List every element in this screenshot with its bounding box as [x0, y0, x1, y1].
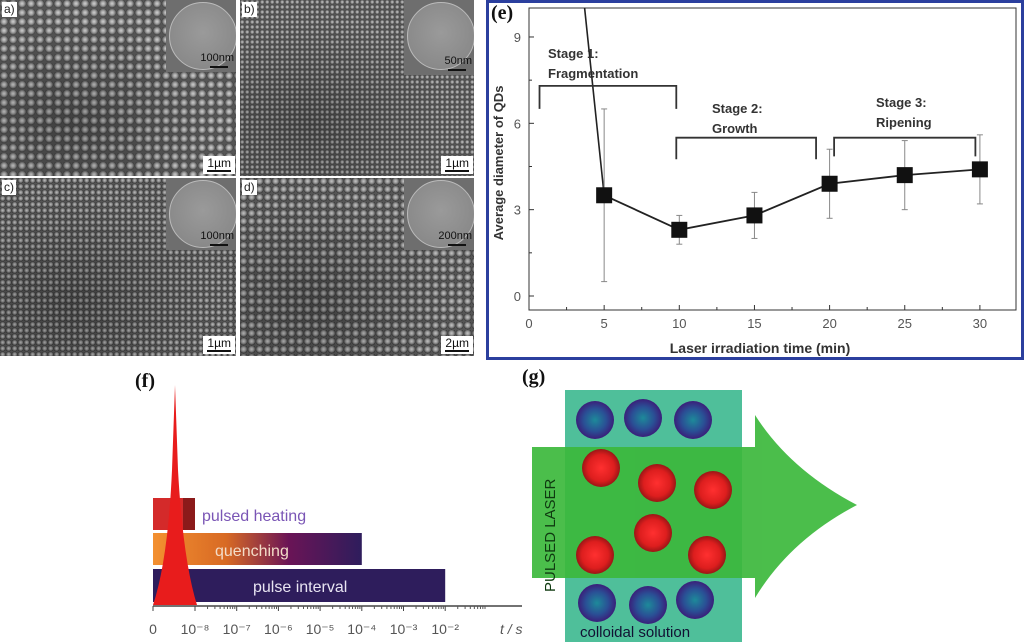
stage-label: Growth	[712, 121, 758, 136]
panel-tag: a)	[2, 2, 17, 17]
x-tick-label: 10⁻⁷	[223, 621, 251, 637]
x-axis-title: Laser irradiation time (min)	[670, 340, 850, 356]
nanoparticle-before	[629, 586, 667, 624]
x-axis-title: t / s	[500, 621, 523, 637]
sem-image-b: b) 50nm 1µm	[240, 0, 474, 176]
laser-schematic: PULSED LASER colloidal solution	[532, 390, 857, 642]
pulsed-laser-label: PULSED LASER	[542, 478, 559, 592]
stage-label: Fragmentation	[548, 66, 638, 81]
y-tick-label: 3	[514, 203, 521, 218]
data-point	[746, 207, 763, 224]
panel-tag: d)	[242, 180, 257, 195]
inset-image: 100nm	[166, 178, 236, 250]
x-tick-label: 10⁻⁶	[264, 621, 293, 637]
diameter-chart: 0 5 10 15 20 25 30 0 3 6 9 Laser irradiation time (…	[491, 7, 1017, 356]
x-tick-label: 10⁻⁴	[347, 621, 376, 637]
panel-label-e: (e)	[491, 2, 514, 24]
nanoparticle-before	[578, 584, 616, 622]
sem-image-d: d) 200nm 2µm	[240, 178, 474, 356]
stage-label: Stage 1:	[548, 46, 599, 61]
data-point	[671, 221, 688, 238]
inset-image: 100nm	[166, 0, 236, 72]
data-point	[896, 167, 913, 184]
scale-label: 2µm	[445, 336, 469, 350]
bar-quenching	[153, 533, 362, 565]
x-tick-label: 10⁻³	[390, 621, 418, 637]
scale-label: 1µm	[445, 156, 469, 170]
panel-label-f: (f)	[135, 370, 155, 392]
x-tick-label: 20	[822, 316, 836, 331]
x-tick-label: 0	[149, 621, 157, 637]
stage-label: Stage 2:	[712, 101, 763, 116]
scale-bar: 1µm	[203, 156, 235, 174]
x-tick-label: 10⁻²	[431, 621, 459, 637]
stage-bracket	[538, 85, 678, 109]
x-tick-label: 25	[898, 316, 912, 331]
bar-label: quenching	[215, 543, 289, 560]
inset-scale-label: 100nm	[200, 230, 234, 242]
panel-label-g: (g)	[522, 366, 546, 388]
y-axis-title: Average diameter of QDs	[491, 86, 506, 241]
x-tick-label: 10	[672, 316, 686, 331]
stage-bracket	[833, 136, 977, 157]
timescale-chart: pulsed heating quenching pulse interval 0 10…	[149, 385, 523, 637]
inset-scale-label: 200nm	[438, 230, 472, 242]
chart-panel-e	[486, 0, 1024, 360]
data-point	[971, 161, 988, 178]
y-tick-label: 6	[514, 116, 521, 131]
y-tick-label: 0	[514, 289, 521, 304]
stage-bracket	[675, 136, 817, 160]
plot-frame	[528, 7, 1017, 311]
scale-bar: 1µm	[441, 156, 473, 174]
bar-pulse-interval	[153, 569, 446, 602]
scale-bar: 2µm	[441, 336, 473, 354]
bar-label: pulsed heating	[202, 508, 306, 525]
x-tick-label: 30	[973, 316, 987, 331]
x-tick-label: 10⁻⁸	[181, 621, 210, 637]
inset-image: 50nm	[404, 0, 474, 75]
scale-bar: 1µm	[203, 336, 235, 354]
data-point	[821, 175, 838, 192]
series-line	[603, 168, 980, 231]
colloidal-solution-label: colloidal solution	[580, 624, 690, 641]
panel-tag: b)	[242, 2, 257, 17]
panel-tag: c)	[2, 180, 16, 195]
nanoparticle-before	[576, 401, 614, 439]
nanoparticle-irradiated	[576, 536, 614, 574]
nanoparticle-irradiated	[638, 464, 676, 502]
bar-shade	[183, 498, 195, 530]
y-tick-label: 9	[514, 30, 521, 45]
x-tick-label: 5	[601, 316, 608, 331]
nanoparticle-irradiated	[688, 536, 726, 574]
sem-image-c: c) 100nm 1µm	[0, 178, 236, 356]
scale-label: 1µm	[207, 336, 231, 350]
lead-in-line	[583, 7, 605, 196]
x-tick-label: 0	[525, 316, 532, 331]
nanoparticle-before	[624, 399, 662, 437]
nanoparticle-before	[674, 401, 712, 439]
scale-label: 1µm	[207, 156, 231, 170]
x-tick-label: 15	[747, 316, 761, 331]
x-tick-label: 10⁻⁵	[306, 621, 335, 637]
data-point	[596, 187, 613, 204]
inset-image: 200nm	[404, 178, 474, 250]
nanoparticle-before	[676, 581, 714, 619]
sem-image-a: a) 100nm 1µm	[0, 0, 236, 176]
nanoparticle-irradiated	[694, 471, 732, 509]
stage-label: Stage 3:	[876, 95, 927, 110]
inset-scale-label: 50nm	[444, 55, 472, 67]
inset-scale-label: 100nm	[200, 52, 234, 64]
nanoparticle-irradiated	[634, 514, 672, 552]
stage-label: Ripening	[876, 115, 932, 130]
laser-pulse-peak	[153, 385, 197, 605]
bar-label: pulse interval	[253, 579, 347, 596]
nanoparticle-irradiated	[582, 449, 620, 487]
